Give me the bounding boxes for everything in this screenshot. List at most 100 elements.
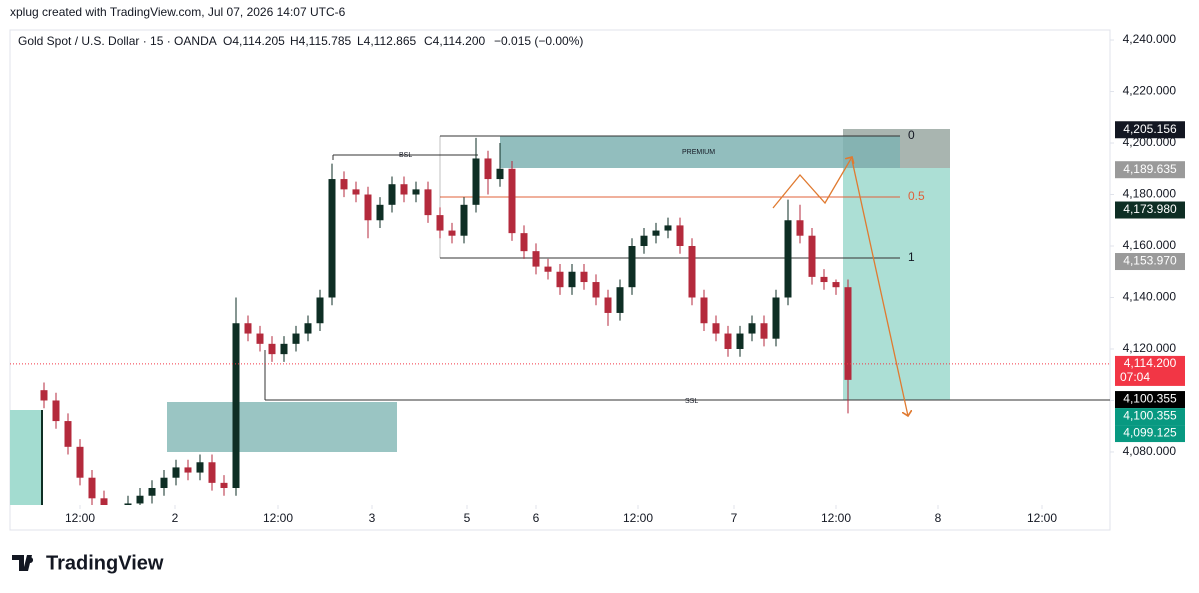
x-tick-label: 12:00 (623, 511, 653, 525)
x-tick-label: 5 (464, 511, 471, 525)
candle-body (496, 168, 504, 180)
candle-body (304, 323, 312, 334)
x-tick-label: 7 (731, 511, 738, 525)
candle-body (376, 204, 384, 221)
y-tick-label: 4,240.000 (1123, 32, 1177, 46)
candle-body (160, 477, 168, 489)
candle-body (532, 251, 540, 267)
x-tick-label: 12:00 (821, 511, 851, 525)
symbol-title: Gold Spot / U.S. Dollar · 15 · OANDA (18, 34, 217, 48)
candle-body (736, 333, 744, 349)
premium-zone (500, 136, 900, 168)
candle-body (460, 204, 468, 236)
candle-body (292, 333, 300, 344)
fib-label: 0 (908, 128, 915, 142)
price-label: 4,173.980 (1123, 202, 1177, 216)
x-tick-label: 3 (369, 511, 376, 525)
candle-body (688, 246, 696, 298)
candle-body (592, 282, 600, 298)
price-label-box (1115, 161, 1185, 179)
candle-body (256, 333, 264, 344)
candle-body (364, 194, 372, 221)
candle-body (604, 297, 612, 313)
candle-body (52, 400, 60, 422)
ssl-label: SSL (685, 398, 698, 405)
candle-body (796, 220, 804, 236)
candle-body (64, 421, 72, 447)
zone (167, 402, 397, 452)
candle-body (820, 276, 828, 283)
candle-body (316, 297, 324, 324)
symbol-legend: Gold Spot / U.S. Dollar · 15 · OANDA O4,… (18, 34, 583, 48)
x-tick-label: 12:00 (1027, 511, 1057, 525)
candle-body (628, 246, 636, 288)
candle-body (484, 158, 492, 180)
candle-body (832, 282, 840, 288)
price-label-box (1115, 425, 1185, 443)
drawings (10, 129, 1110, 505)
candle-body (424, 189, 432, 216)
price-label-box (1115, 391, 1185, 409)
candle-body (328, 179, 336, 298)
candle-body (268, 343, 276, 355)
candle-body (232, 323, 240, 489)
y-tick-label: 4,160.000 (1123, 238, 1177, 252)
ohlc-open: O4,114.205 (223, 34, 285, 48)
fib-label: 1 (908, 250, 915, 264)
candle-body (700, 297, 708, 324)
x-tick-label: 8 (935, 511, 942, 525)
candle-body (400, 184, 408, 195)
candle-body (844, 287, 852, 380)
candle-body (724, 333, 732, 349)
ohlc-high: H4,115.785 (290, 34, 351, 48)
zone (10, 410, 42, 505)
price-label: 4,100.355 (1123, 409, 1177, 423)
x-tick-label: 2 (172, 511, 179, 525)
candle-body (244, 323, 252, 334)
candle-body (472, 158, 480, 205)
candle-body (220, 482, 228, 489)
candle-body (172, 467, 180, 478)
price-label: 4,099.125 (1123, 426, 1177, 440)
candle-body (184, 467, 192, 473)
y-tick-label: 4,180.000 (1123, 187, 1177, 201)
y-tick-label: 4,080.000 (1123, 444, 1177, 458)
candle-body (508, 168, 516, 234)
candle-body (808, 235, 816, 277)
ohlc-low: L4,112.865 (357, 34, 416, 48)
price-label-box (1115, 201, 1185, 219)
candle-body (124, 503, 132, 505)
candle-body (664, 225, 672, 231)
candle-body (556, 271, 564, 288)
candle-body (520, 233, 528, 252)
countdown: 07:04 (1120, 370, 1150, 384)
candle-body (748, 323, 756, 334)
price-label: 4,189.635 (1123, 162, 1177, 176)
current-price-label: 4,114.200 (1124, 356, 1177, 370)
candle-body (448, 230, 456, 236)
candle-body (148, 488, 156, 496)
candle-body (544, 266, 552, 272)
price-label: 4,205.156 (1123, 122, 1177, 136)
candle-body (568, 271, 576, 288)
candle-body (100, 498, 108, 505)
current-price-box (1115, 355, 1185, 386)
candle-body (652, 230, 660, 236)
candle-body (208, 462, 216, 483)
x-tick-label: 12:00 (65, 511, 95, 525)
candle-body (580, 271, 588, 283)
candle-body (760, 323, 768, 339)
plot-frame (9, 29, 1111, 531)
credit: xplug created with TradingView.com, Jul … (10, 5, 346, 19)
candle-body (388, 184, 396, 205)
candles (40, 137, 852, 505)
candle-body (352, 189, 360, 195)
y-tick-label: 4,140.000 (1123, 290, 1177, 304)
projection-arrow (772, 157, 852, 209)
price-label-box (1115, 253, 1185, 271)
candle-body (784, 220, 792, 298)
x-tick-label: 6 (533, 511, 540, 525)
candle-body (640, 235, 648, 247)
y-tick-label: 4,120.000 (1123, 341, 1177, 355)
